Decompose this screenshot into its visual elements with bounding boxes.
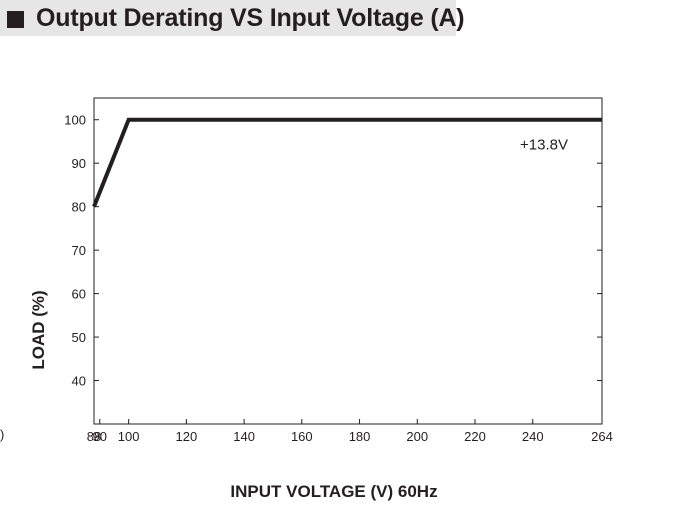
y-tick-label: 80 [72, 200, 86, 215]
x-tick-label: 180 [349, 429, 371, 444]
chart-title-bar: Output Derating VS Input Voltage (A) [0, 0, 465, 36]
y-axis-title: LOAD (%) [29, 290, 48, 369]
series-label: +13.8V [520, 137, 568, 154]
x-tick-label: 100 [118, 429, 140, 444]
x-axis-title: INPUT VOLTAGE (V) 60Hz [230, 482, 437, 501]
title-square-icon [7, 11, 24, 28]
y-tick-label: 70 [72, 243, 86, 258]
chart-title: Output Derating VS Input Voltage (A) [36, 4, 465, 32]
y-tick-label: 90 [72, 156, 86, 171]
x-tick-label: 140 [233, 429, 255, 444]
x-tick-label: 240 [522, 429, 544, 444]
x-tick-label: 120 [176, 429, 198, 444]
series-line [92, 117, 602, 208]
x-tick-label: 220 [464, 429, 486, 444]
x-tick-label: 90 [93, 429, 107, 444]
y-tick-label: 60 [72, 287, 86, 302]
x-tick-label: 264 [591, 429, 613, 444]
x-tick-label: 200 [406, 429, 428, 444]
y-tick-label: 50 [72, 330, 86, 345]
y-tick-label: 100 [64, 113, 86, 128]
y-tick-label: 40 [72, 374, 86, 389]
plot-frame [93, 97, 603, 425]
x-tick-label: 88 [87, 429, 101, 444]
x-tick-label: 160 [291, 429, 313, 444]
stray-glyph: ) [0, 427, 5, 442]
